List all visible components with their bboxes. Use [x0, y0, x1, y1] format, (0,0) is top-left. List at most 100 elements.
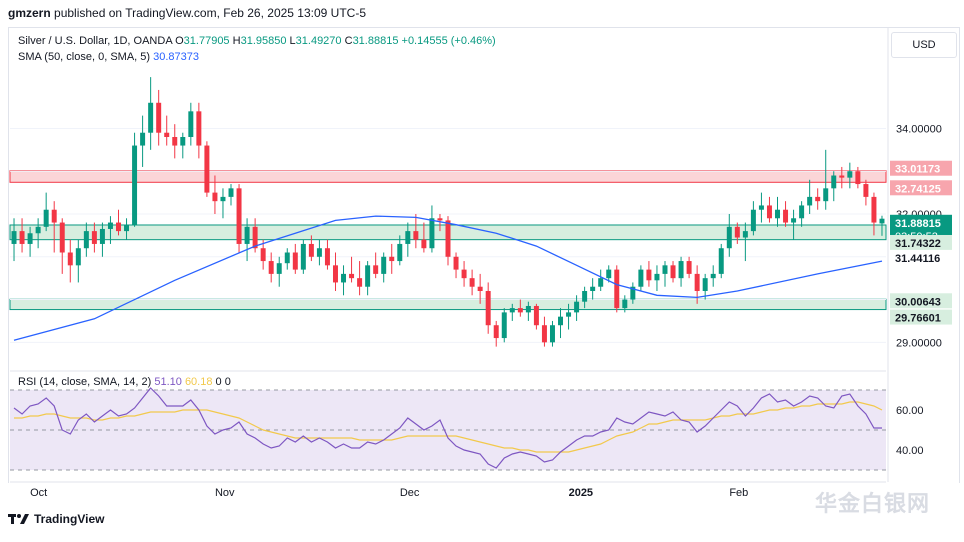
symbol-name[interactable]: Silver / U.S. Dollar, 1D, OANDA	[18, 35, 173, 47]
candle-body-82	[670, 265, 676, 279]
candle-body-90	[734, 226, 740, 238]
candle-body-84	[686, 261, 692, 274]
candle-body-12	[107, 222, 113, 229]
candle-body-35	[292, 252, 298, 270]
candle-body-36	[300, 243, 306, 270]
candle-body-42	[349, 273, 355, 279]
candle-body-31	[260, 248, 266, 262]
rsi-legend[interactable]: RSI (14, close, SMA, 14, 2) 51.10 60.18 …	[18, 375, 231, 390]
candle-body-92	[750, 209, 756, 232]
candle-body-98	[799, 205, 805, 219]
low-label: L	[289, 35, 296, 47]
candle-body-68	[558, 316, 564, 326]
candle-body-20	[172, 137, 178, 146]
candle-body-46	[381, 256, 387, 274]
candle-body-103	[839, 175, 845, 178]
candle-body-40	[332, 265, 338, 283]
candle-body-75	[614, 269, 620, 309]
candle-body-83	[678, 261, 684, 279]
candle-body-26	[220, 196, 226, 202]
candle-body-61	[501, 312, 507, 339]
candle-body-54	[445, 220, 451, 257]
candle-body-25	[212, 192, 218, 202]
candle-body-48	[397, 243, 403, 262]
candle-body-66	[541, 325, 547, 343]
candle-body-89	[726, 226, 732, 249]
price-tick-0: 29.00000	[896, 337, 942, 349]
candle-body-63	[517, 308, 523, 313]
candle-body-58	[477, 286, 483, 291]
candle-body-21	[180, 137, 186, 146]
candle-body-3	[35, 226, 41, 234]
time-tick-1: Nov	[215, 487, 235, 499]
candle-body-39	[324, 248, 330, 266]
candle-body-45	[373, 265, 379, 274]
candle-body-34	[284, 252, 290, 264]
price-label-bg-3	[890, 234, 952, 250]
time-tick-2: Dec	[400, 487, 420, 499]
candle-body-15	[132, 145, 138, 225]
candle-body-13	[116, 222, 121, 232]
candle-body-78	[638, 269, 644, 287]
footer-brand[interactable]: TradingView	[8, 512, 104, 526]
candle-body-9	[83, 231, 89, 249]
currency-button[interactable]: USD	[891, 32, 957, 58]
publish-header: gmzern published on TradingView.com, Feb…	[0, 0, 964, 26]
sma-legend[interactable]: SMA (50, close, 0, SMA, 5) 30.87373	[18, 50, 199, 65]
candle-body-30	[252, 226, 258, 249]
candle-body-59	[485, 291, 491, 326]
candle-body-104	[847, 171, 853, 178]
price-label-1: 32.74125	[895, 183, 941, 195]
candle-body-81	[662, 265, 668, 274]
time-tick-0: Oct	[30, 487, 47, 499]
candle-body-22	[188, 111, 194, 137]
candle-body-102	[831, 175, 837, 189]
candle-body-51	[421, 239, 427, 249]
candle-body-85	[694, 273, 700, 291]
candle-body-108	[879, 218, 885, 224]
candle-body-49	[405, 231, 411, 244]
candle-body-96	[783, 209, 789, 223]
change-value: +0.14555 (+0.46%)	[401, 35, 496, 47]
candle-body-53	[437, 218, 443, 221]
candle-body-16	[140, 132, 146, 146]
candle-body-56	[461, 269, 467, 279]
watermark-logo: 华金白银网	[815, 491, 931, 516]
candle-body-18	[156, 102, 162, 133]
candle-body-23	[196, 111, 202, 146]
time-axis: Oct Nov Dec 2025 Feb	[30, 487, 748, 499]
sma-50-line	[13, 215, 883, 341]
candle-body-55	[453, 256, 459, 270]
candle-body-93	[758, 205, 764, 210]
candle-body-6	[59, 222, 65, 253]
price-label-bg-4	[890, 249, 952, 265]
candles	[11, 77, 885, 347]
candle-body-72	[590, 286, 596, 291]
candle-body-8	[75, 248, 81, 266]
candle-body-7	[67, 252, 73, 266]
price-label-bg-6	[890, 309, 952, 325]
price-label-bg-1	[890, 180, 952, 196]
close-label: C	[344, 35, 353, 47]
candle-body-0	[11, 231, 17, 244]
high-label: H	[232, 35, 241, 47]
open-value: 31.77905	[183, 35, 230, 47]
candle-body-106	[863, 184, 869, 197]
candle-body-60	[493, 325, 499, 339]
candle-body-14	[124, 224, 130, 232]
candle-body-57	[469, 278, 475, 287]
candle-body-2	[27, 233, 33, 244]
chart-container[interactable]	[8, 27, 960, 483]
candle-body-99	[807, 196, 813, 206]
symbol-legend: Silver / U.S. Dollar, 1D, OANDA O31.7790…	[18, 34, 496, 49]
author-name: gmzern	[8, 6, 51, 20]
candle-body-44	[365, 265, 371, 287]
price-label-bg-0	[890, 160, 952, 176]
rsi-value: 51.10	[154, 376, 182, 388]
rsi-pane: 40.00 60.00	[10, 387, 924, 471]
time-tick-3: 2025	[569, 487, 593, 499]
candle-body-86	[702, 278, 708, 291]
price-label-3: 31.74322	[895, 238, 941, 250]
tradingview-logo-icon	[8, 514, 29, 524]
